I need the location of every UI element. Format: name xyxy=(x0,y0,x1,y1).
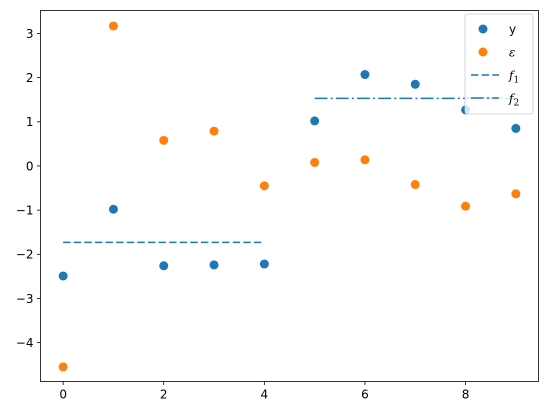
point-epsilon-7 xyxy=(410,180,420,190)
point-y-7 xyxy=(410,79,420,89)
legend-subscript: 1 xyxy=(513,75,519,85)
axis-ticks: 0 2 4 6 8 −4 −3 −2 −1 0 1 2 3 xyxy=(16,27,470,402)
point-epsilon-6 xyxy=(360,155,370,165)
point-epsilon-1 xyxy=(108,21,118,31)
y-tick-label: −1 xyxy=(16,203,34,217)
point-y-2 xyxy=(159,261,169,271)
point-epsilon-3 xyxy=(209,126,219,136)
point-y-9 xyxy=(511,123,521,133)
legend-label-y: y xyxy=(509,22,516,36)
legend-label-f2: f2 xyxy=(508,91,519,108)
legend-marker-y xyxy=(478,24,488,34)
point-epsilon-5 xyxy=(310,157,320,167)
legend: yε f1 f2 xyxy=(464,13,534,115)
point-y-1 xyxy=(108,204,118,214)
legend-subscript: 2 xyxy=(513,98,519,108)
legend-label-f1: f1 xyxy=(508,68,519,85)
axes-frame xyxy=(40,10,539,382)
point-epsilon-8 xyxy=(461,201,471,211)
x-tick-label: 2 xyxy=(160,388,168,402)
x-tick-label: 6 xyxy=(361,388,369,402)
point-y-4 xyxy=(259,259,269,269)
legend-box xyxy=(464,13,534,115)
point-epsilon-0 xyxy=(58,362,68,372)
point-y-3 xyxy=(209,260,219,270)
legend-label-epsilon: ε xyxy=(509,45,515,59)
y-tick-label: 3 xyxy=(26,27,34,41)
y-tick-label: −3 xyxy=(16,292,34,306)
x-tick-label: 4 xyxy=(261,388,269,402)
point-y-6 xyxy=(360,70,370,80)
legend-marker-epsilon xyxy=(478,47,488,57)
y-tick-label: 2 xyxy=(26,71,34,85)
plot-marks xyxy=(58,21,521,372)
point-y-5 xyxy=(310,116,320,126)
point-epsilon-9 xyxy=(511,189,521,199)
point-epsilon-2 xyxy=(159,135,169,145)
y-tick-label: 0 xyxy=(26,159,34,173)
point-epsilon-4 xyxy=(259,181,269,191)
y-tick-label: −2 xyxy=(16,248,34,262)
x-tick-label: 0 xyxy=(59,388,67,402)
y-tick-label: −4 xyxy=(16,336,34,350)
y-tick-label: 1 xyxy=(26,115,34,129)
point-y-0 xyxy=(58,271,68,281)
x-tick-label: 8 xyxy=(462,388,470,402)
